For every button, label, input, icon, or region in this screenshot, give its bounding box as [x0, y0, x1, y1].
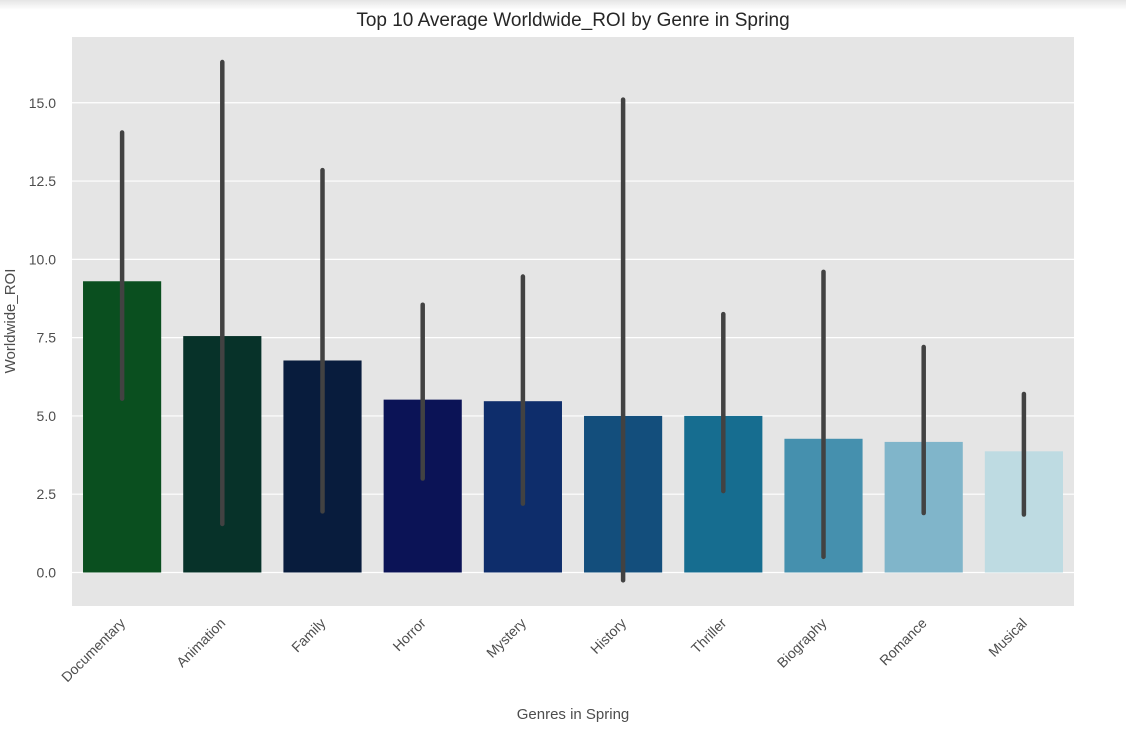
- y-tick-label: 0.0: [37, 564, 57, 580]
- top-shadow: [0, 0, 1126, 10]
- y-axis-label: Worldwide_ROI: [2, 269, 19, 374]
- x-tick-label: Romance: [876, 615, 930, 669]
- x-tick-label: History: [587, 615, 629, 657]
- chart-title: Top 10 Average Worldwide_ROI by Genre in…: [356, 10, 789, 31]
- y-tick-labels: 0.0 2.5 5.0 7.5 10.0 12.5 15.0: [29, 95, 56, 581]
- y-tick-label: 7.5: [37, 330, 57, 346]
- y-tick-label: 15.0: [29, 95, 56, 111]
- x-tick-label: Family: [288, 615, 328, 655]
- x-tick-label: Musical: [985, 615, 1030, 660]
- x-axis-label: Genres in Spring: [517, 706, 630, 723]
- y-tick-label: 5.0: [37, 408, 57, 424]
- x-tick-label: Horror: [389, 615, 429, 655]
- y-tick-label: 10.0: [29, 251, 56, 267]
- x-tick-label: Mystery: [483, 615, 529, 661]
- x-tick-label: Animation: [173, 615, 228, 670]
- y-tick-label: 12.5: [29, 173, 56, 189]
- x-tick-labels: Documentary Animation Family Horror Mystery H…: [58, 615, 1030, 685]
- x-tick-label: Thriller: [688, 615, 730, 657]
- error-bars: [119, 59, 1027, 583]
- y-tick-label: 2.5: [37, 486, 57, 502]
- x-tick-label: Documentary: [58, 615, 128, 685]
- x-tick-label: Biography: [774, 615, 830, 671]
